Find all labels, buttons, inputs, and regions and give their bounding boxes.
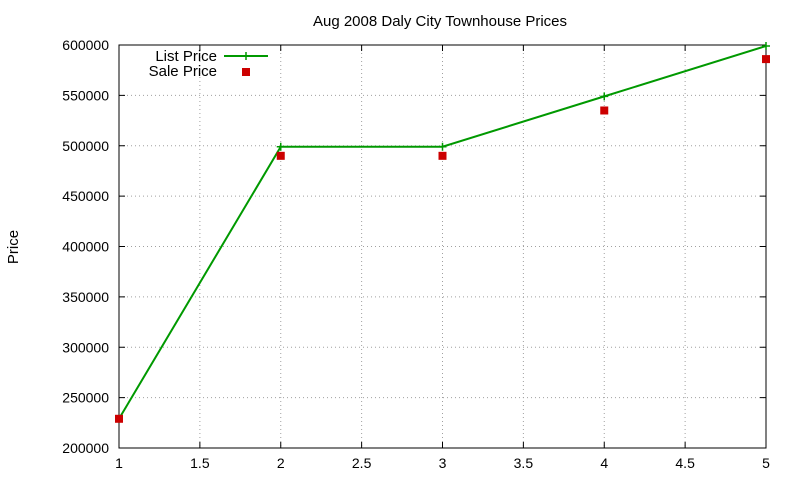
y-tick-label: 600000 (62, 37, 109, 53)
y-tick-label: 450000 (62, 188, 109, 204)
list-price-point (438, 142, 447, 151)
grid-lines (119, 45, 766, 448)
list-price-legend-marker (242, 52, 250, 60)
sale-price-point (600, 106, 609, 115)
y-tick-label: 550000 (62, 87, 109, 103)
legend: List Price Sale Price (149, 48, 268, 80)
y-tick-label: 400000 (62, 239, 109, 255)
x-tick-label: 1.5 (190, 455, 210, 471)
x-tick-label: 3 (439, 455, 447, 471)
series-layer (115, 42, 770, 423)
sale-price-point (115, 414, 123, 423)
y-tick-label: 350000 (62, 289, 109, 305)
chart-title: Aug 2008 Daly City Townhouse Prices (313, 13, 567, 30)
sale-price-legend-marker (242, 68, 250, 76)
x-tick-label: 2.5 (352, 455, 372, 471)
list-price-point (600, 92, 609, 101)
list-price-point (276, 142, 285, 151)
sale-price-point (276, 151, 285, 160)
legend-label-sale-price: Sale Price (149, 63, 217, 80)
sale-price-point (438, 151, 447, 160)
sale-price-point (762, 55, 770, 64)
y-tick-label: 200000 (62, 440, 109, 456)
x-tick-label: 4.5 (675, 455, 695, 471)
x-tick-label: 2 (277, 455, 285, 471)
x-tick-label: 4 (600, 455, 608, 471)
tick-labels: 1 1.5 2 2.5 3 3.5 4 4.5 5 200000 250000 300000 35000… (62, 37, 770, 471)
x-tick-label: 5 (762, 455, 770, 471)
y-tick-label: 500000 (62, 138, 109, 154)
x-tick-label: 1 (115, 455, 123, 471)
legend-label-list-price: List Price (155, 48, 217, 65)
y-tick-label: 300000 (62, 339, 109, 355)
list-price-point (762, 42, 770, 51)
y-axis-label: Price (5, 230, 22, 264)
plot-frame (118, 44, 767, 449)
x-tick-label: 3.5 (514, 455, 534, 471)
y-tick-label: 250000 (62, 390, 109, 406)
